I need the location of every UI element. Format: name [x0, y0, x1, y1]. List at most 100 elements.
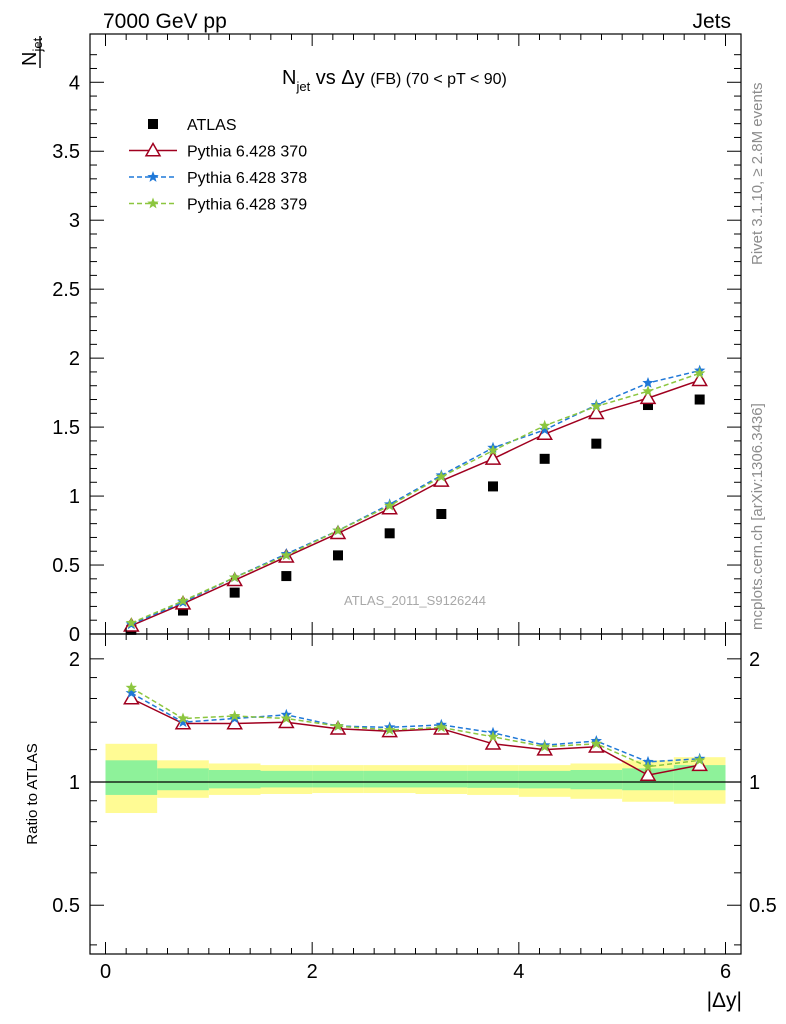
main-point-pythia-6-428-379	[487, 444, 499, 456]
ratio-point-pythia-6-428-379	[384, 724, 396, 735]
main-point-pythia-6-428-379	[177, 594, 189, 606]
main-x-ticks	[105, 34, 726, 634]
main-y-tick-label: 2.5	[52, 279, 80, 301]
main-point-pythia-6-428-370	[639, 389, 657, 405]
legend-marker	[147, 171, 159, 182]
main-point-pythia-6-428-370	[484, 450, 502, 465]
ratio-plot-panel: 0 2 4 6 0.5 0.5 1 1 2 2 Ratio to ATLAS |Δy|	[24, 633, 777, 1012]
legend-item-pythia-6-428-379: Pythia 6.428 379	[129, 197, 307, 214]
main-point-atlas	[281, 571, 292, 582]
ratio-y-tick-label-right: 2	[749, 649, 760, 671]
main-point-pythia-6-428-379	[642, 385, 654, 397]
ratio-point-pythia-6-428-370	[484, 735, 502, 750]
main-plot-panel: 0 0.5 1 1.5 2 2.5 3 3.5 4 Njet vs Δy (FB) (70 < …	[19, 33, 742, 646]
main-point-pythia-6-428-378	[642, 377, 654, 388]
x-tick-label: 0	[100, 961, 111, 983]
ratio-y-ticks: 0.5 0.5 1 1 2 2	[52, 649, 777, 946]
main-y-tick-label: 4	[69, 72, 80, 94]
main-point-atlas	[539, 453, 550, 464]
main-point-atlas	[488, 481, 498, 492]
x-tick-label: 6	[720, 961, 731, 983]
main-point-pythia-6-428-379	[539, 419, 551, 431]
stat-uncertainty-band	[105, 760, 158, 795]
ratio-point-pythia-6-428-379	[539, 740, 551, 752]
ratio-point-pythia-6-428-379	[435, 721, 447, 733]
main-point-atlas	[333, 550, 343, 561]
plot-title: Njet vs Δy (FB) (70 < pT < 90)	[282, 67, 507, 94]
legend-label: Pythia 6.428 379	[187, 197, 307, 214]
header-left: 7000 GeV pp	[103, 10, 227, 33]
svg-text:Njet: Njet	[19, 37, 45, 66]
main-point-pythia-6-428-370	[536, 425, 553, 440]
ratio-point-pythia-6-428-379	[642, 760, 654, 772]
legend-marker	[144, 141, 162, 157]
main-point-pythia-6-428-379	[384, 499, 396, 511]
stat-uncertainty-band	[467, 770, 519, 788]
ratio-point-pythia-6-428-379	[332, 720, 344, 731]
legend-marker	[147, 197, 159, 209]
main-point-atlas	[643, 400, 653, 411]
main-y-axis-label: Njet	[19, 36, 45, 68]
main-point-pythia-6-428-379	[229, 571, 241, 583]
main-point-pythia-6-428-379	[125, 617, 137, 628]
ratio-line-pythia-6-428-379	[130, 687, 700, 768]
stat-uncertainty-band	[260, 770, 313, 788]
ratio-y-axis-label: Ratio to ATLAS	[24, 743, 41, 844]
legend-label: ATLAS	[187, 117, 237, 134]
ratio-point-pythia-6-428-370	[226, 714, 243, 730]
legend-item-atlas: ATLAS	[148, 117, 237, 134]
main-point-pythia-6-428-379	[694, 367, 706, 379]
ratio-point-pythia-6-428-370	[691, 756, 708, 772]
main-point-atlas	[384, 528, 395, 539]
main-y-ticks	[90, 54, 741, 635]
main-y-tick-label: 1	[69, 486, 80, 508]
main-y-tick-label: 3	[69, 210, 80, 232]
main-y-tick-label: 0.5	[52, 555, 80, 577]
ratio-line-pythia-6-428-378	[130, 692, 700, 763]
legend-label: Pythia 6.428 378	[187, 170, 307, 187]
stat-uncertainty-band	[312, 770, 364, 788]
ratio-y-tick-label-left: 0.5	[52, 895, 80, 917]
ratio-point-pythia-6-428-370	[639, 766, 657, 782]
ratio-point-pythia-6-428-378	[177, 716, 189, 728]
ratio-y-tick-label-right: 1	[749, 772, 760, 794]
main-line-pythia-6-428-370	[131, 379, 700, 627]
ratio-point-pythia-6-428-379	[177, 712, 189, 724]
ratio-point-pythia-6-428-379	[125, 681, 137, 693]
ratio-point-pythia-6-428-378	[125, 687, 137, 698]
main-point-atlas	[178, 605, 188, 616]
ratio-x-ticks: 0 2 4 6	[100, 634, 731, 983]
x-axis-label: |Δy|	[707, 989, 742, 1012]
main-point-pythia-6-428-379	[332, 524, 344, 536]
mcplots-label: mcplots.cern.ch [arXiv:1306.3436]	[749, 403, 766, 630]
stat-uncertainty-band	[157, 768, 209, 791]
header-right: Jets	[692, 10, 731, 33]
main-y-tick-label: 0	[69, 624, 80, 646]
ratio-point-pythia-6-428-379	[229, 710, 241, 721]
main-y-tick-labels: 0 0.5 1 1.5 2 2.5 3 3.5 4	[52, 72, 80, 646]
main-line-pythia-6-428-378	[131, 369, 700, 625]
ratio-point-pythia-6-428-370	[123, 689, 140, 705]
main-line-pythia-6-428-379	[131, 372, 700, 624]
ratio-point-pythia-6-428-370	[278, 713, 295, 729]
main-point-atlas	[591, 438, 602, 449]
main-y-tick-label: 1.5	[52, 417, 80, 439]
stat-uncertainty-band	[518, 770, 571, 789]
legend-item-pythia-6-428-378: Pythia 6.428 378	[129, 170, 307, 187]
stat-uncertainty-band	[363, 770, 416, 788]
main-point-pythia-6-428-379	[590, 400, 602, 412]
ratio-y-tick-label-left: 2	[69, 649, 80, 671]
stat-uncertainty-band	[415, 770, 468, 788]
ratio-y-tick-label-right: 0.5	[749, 895, 777, 917]
x-tick-label: 4	[513, 961, 524, 983]
main-y-tick-label: 3.5	[52, 141, 80, 163]
analysis-watermark: ATLAS_2011_S9126244	[344, 593, 486, 608]
main-point-atlas	[436, 509, 447, 519]
ratio-point-pythia-6-428-379	[590, 737, 602, 749]
x-tick-label: 2	[307, 961, 318, 983]
legend-marker	[148, 119, 158, 129]
ratio-plot-marks	[123, 681, 708, 782]
ratio-point-pythia-6-428-379	[487, 730, 499, 742]
ratio-uncertainty-bands	[105, 743, 726, 814]
